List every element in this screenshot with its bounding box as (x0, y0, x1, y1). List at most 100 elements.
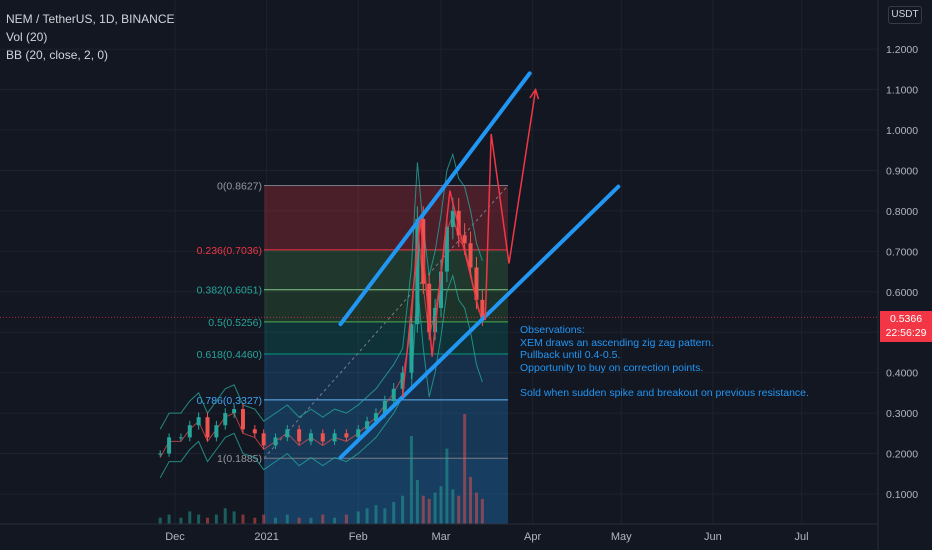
volume-bar (223, 508, 227, 524)
fib-level-label: 0.618(0.4460) (197, 349, 262, 361)
y-tick-label: 0.9000 (886, 165, 918, 177)
x-tick-label: Mar (432, 531, 451, 543)
x-tick-label: Jul (795, 531, 809, 543)
x-tick-label: Apr (524, 531, 541, 543)
candle-body (427, 283, 432, 333)
volume-bar (321, 514, 325, 524)
candle-body (232, 409, 237, 414)
volume-bar (427, 498, 431, 524)
volume-bar (433, 492, 437, 524)
fib-zone (264, 354, 508, 400)
symbol-title[interactable]: NEM / TetherUS, 1D, BINANCE (6, 12, 175, 26)
channel-upper-line (338, 71, 532, 327)
candle-body (273, 437, 278, 446)
x-tick-label: Feb (349, 531, 368, 543)
candle-body (444, 227, 449, 272)
candle-body (332, 433, 337, 442)
candle-body (297, 429, 302, 442)
last-price: 0.5366 (889, 313, 923, 325)
volume-bar (451, 489, 455, 524)
observations-note[interactable]: Observations: XEM draws an ascending zig… (520, 324, 809, 399)
zigzag-path (401, 190, 481, 397)
y-tick-label: 1.1000 (886, 85, 918, 97)
note-heading: Observations: (520, 324, 585, 336)
candle-body (450, 210, 455, 228)
fib-level-label: 0.236(0.7036) (197, 245, 262, 257)
y-tick-label: 0.2000 (886, 449, 918, 461)
last-price-tag: 0.5366 22:56:29 (880, 311, 932, 342)
y-tick-label: 0.7000 (886, 246, 918, 258)
fib-level-label: 0(0.8627) (217, 181, 262, 193)
fib-trend-line (263, 185, 509, 459)
candle-body (373, 413, 378, 422)
chart-grid (0, 0, 878, 524)
volume-bar (214, 514, 218, 524)
note-line: Sold when sudden spike and breakout on p… (520, 386, 809, 399)
x-tick-label: Jun (704, 531, 722, 543)
volume-bar (445, 448, 449, 524)
candle-body (356, 429, 361, 438)
volume-bar (365, 508, 369, 524)
volume-bar (374, 505, 378, 524)
volume-bar (439, 486, 443, 524)
y-tick-label: 0.4000 (886, 368, 918, 380)
candle-body (462, 235, 467, 244)
volume-bar (285, 514, 289, 524)
x-tick-label: Dec (165, 531, 185, 543)
volume-bar (383, 508, 387, 524)
candle-body (308, 433, 313, 442)
candle-body (187, 425, 192, 438)
candle-body (252, 429, 257, 434)
candle-body (214, 425, 219, 438)
note-line: Opportunity to buy on correction points. (520, 361, 704, 374)
candle-body (223, 413, 228, 426)
volume-bar (309, 517, 313, 524)
volume-bar (167, 514, 171, 524)
bb-upper (159, 152, 483, 430)
y-tick-label: 1.2000 (886, 44, 918, 56)
y-tick-label: 0.8000 (886, 206, 918, 218)
fibonacci-retracement: 0(0.8627) 0.236(0.7036) 0.382(0.6051) 0.5(0… (197, 181, 509, 524)
indicator-volume[interactable]: Vol (20) (6, 30, 48, 44)
volume-bar (415, 480, 419, 524)
chart-legend: NEM / TetherUS, 1D, BINANCE Vol (20) BB … (6, 10, 175, 64)
drawings (0, 71, 878, 460)
volume-bar (457, 495, 461, 524)
candle-body (439, 271, 443, 308)
fib-level-label: 0.786(0.3327) (197, 395, 262, 407)
volume-bar (463, 414, 467, 524)
volume-bar (392, 502, 396, 524)
candle-body (480, 299, 485, 318)
volume-bar (469, 476, 473, 524)
projection-arrowhead (529, 87, 540, 100)
note-line: XEM draws an ascending zig zag pattern. (520, 336, 714, 349)
candle-body (158, 453, 163, 455)
candle-body (382, 400, 387, 414)
indicator-bollinger[interactable]: BB (20, close, 2, 0) (6, 48, 109, 62)
candle-body (178, 437, 183, 439)
note-line (520, 374, 809, 387)
volume-bar (409, 436, 413, 524)
candle-body (474, 267, 479, 300)
bar-countdown: 22:56:29 (885, 327, 927, 339)
volume-bar (474, 492, 478, 524)
volume-bar (421, 495, 425, 524)
fib-level-label: 1(0.1885) (217, 453, 262, 465)
volume-bar (241, 514, 245, 524)
y-tick-label: 1.0000 (886, 125, 918, 137)
candle-body (320, 433, 325, 442)
volume-bar (273, 517, 277, 524)
volume-bar (262, 514, 266, 524)
volume-bar (333, 517, 337, 524)
currency-unit-button[interactable]: USDT (888, 6, 922, 24)
volume-bar (401, 495, 405, 524)
volume-bar (344, 514, 348, 524)
fib-zone (264, 289, 508, 322)
candle-body (456, 210, 461, 236)
candle-body (344, 433, 349, 438)
candle-body (433, 307, 438, 333)
projection-path (484, 89, 537, 321)
candle-body (409, 324, 414, 373)
